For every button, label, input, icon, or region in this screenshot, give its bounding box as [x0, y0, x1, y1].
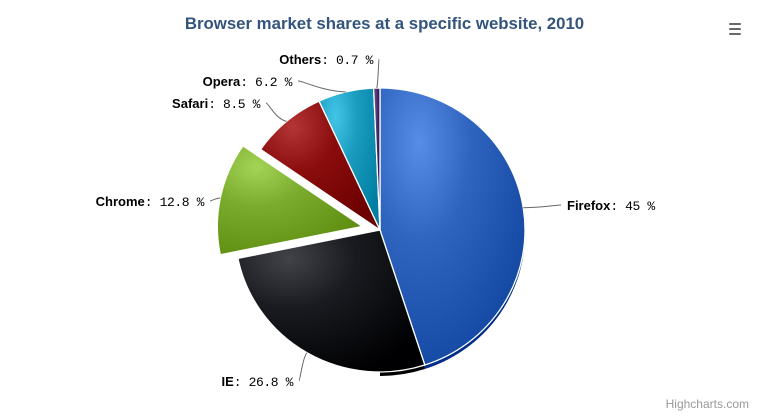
svg-text:Safari: 8.5 %: Safari: 8.5 % [172, 96, 261, 112]
svg-text:Firefox: 45 %: Firefox: 45 % [567, 198, 655, 214]
svg-text:Opera: 6.2 %: Opera: 6.2 % [203, 74, 293, 90]
svg-text:IE: 26.8 %: IE: 26.8 % [221, 374, 293, 390]
svg-text:Chrome: 12.8 %: Chrome: 12.8 % [96, 194, 205, 210]
svg-text:Others: 0.7 %: Others: 0.7 % [279, 52, 373, 68]
